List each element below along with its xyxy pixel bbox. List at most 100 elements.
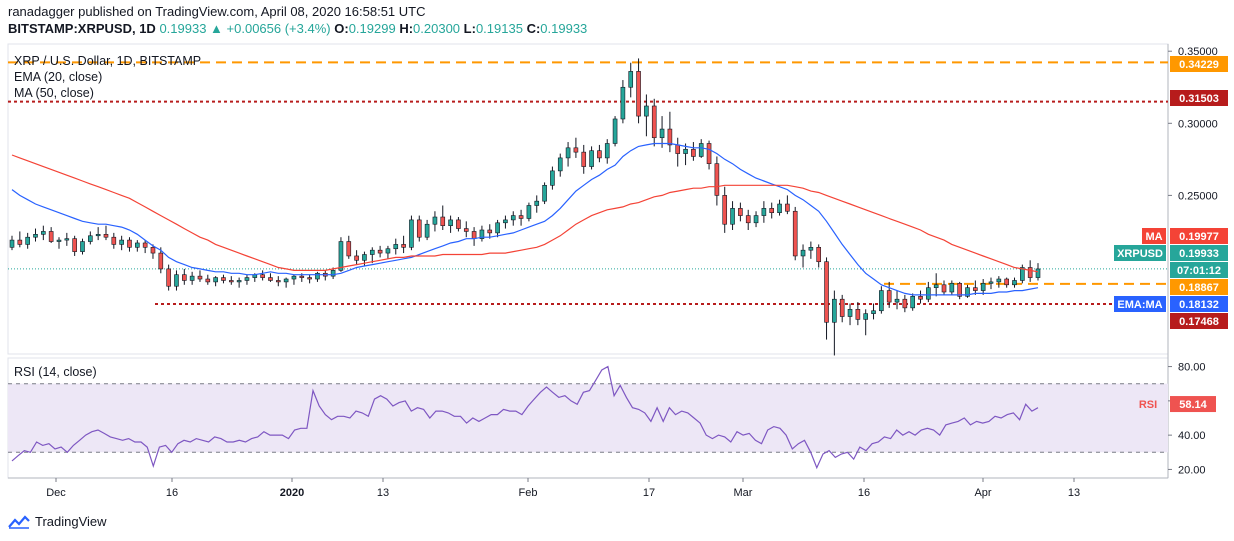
candle-body [683, 148, 688, 154]
candle [918, 290, 923, 304]
candle [471, 227, 477, 246]
candle-body [698, 143, 704, 157]
candle-body [463, 228, 469, 232]
candle-body [150, 247, 156, 254]
time-tick-label: Dec [46, 487, 66, 499]
candle [542, 182, 547, 205]
candle-body [197, 275, 203, 280]
candle-body [855, 309, 861, 320]
candle [816, 244, 822, 268]
candle-body [291, 275, 297, 280]
candle-body [534, 200, 540, 206]
candle-body [620, 86, 626, 120]
chart-title: XRP / U.S. Dollar, 1D, BITSTAMP [14, 54, 202, 68]
candle-body [894, 298, 900, 303]
candle-body [957, 283, 962, 297]
candle-body [503, 219, 508, 224]
candle-body [228, 280, 234, 283]
candle [503, 215, 508, 229]
candle [926, 281, 931, 303]
candle [150, 244, 156, 259]
candle-body [777, 203, 782, 213]
candle-body [839, 298, 845, 317]
candle [291, 274, 297, 285]
series-name-box [1142, 228, 1166, 244]
candle-body [926, 287, 931, 300]
candle-body [1027, 267, 1033, 278]
candle-body [761, 208, 767, 216]
candle [1004, 277, 1009, 288]
candle-body [393, 244, 399, 250]
price-tick-label: 0.30000 [1178, 118, 1218, 130]
candle [730, 201, 735, 230]
candle [589, 146, 594, 170]
candle [88, 231, 93, 245]
rsi-value-box [1170, 396, 1216, 413]
candle-body [416, 219, 422, 238]
candle-body [56, 239, 62, 242]
time-tick-label: 2020 [280, 487, 304, 499]
candle-body [996, 278, 1002, 283]
candle-body [769, 208, 775, 213]
series-name-label: XRPUSD [1117, 248, 1163, 260]
open-label: O: [334, 21, 349, 36]
candle [142, 240, 148, 254]
candle [698, 139, 704, 158]
candle-body [80, 241, 85, 252]
candle-body [456, 219, 461, 229]
candle [346, 235, 352, 259]
candle [824, 257, 829, 340]
candle [322, 270, 328, 281]
candle [745, 209, 751, 230]
candle [135, 240, 140, 252]
candle-body [863, 313, 868, 320]
price-label: 0.19977 [1179, 231, 1219, 243]
candle-body [330, 270, 336, 277]
price-label: 0.17468 [1179, 316, 1219, 328]
candle [41, 225, 46, 241]
candle [847, 303, 853, 326]
candle [9, 235, 15, 251]
time-tick-label: Mar [734, 487, 753, 499]
candle-body [182, 274, 187, 281]
rsi-tick-label: 80.00 [1178, 362, 1206, 374]
candle [910, 293, 915, 311]
candle-body [135, 242, 140, 248]
time-tick-label: 13 [1068, 487, 1080, 499]
candle [785, 195, 790, 215]
candle [369, 247, 375, 264]
footer-brand[interactable]: TradingView [8, 514, 107, 529]
candle [557, 153, 563, 177]
tradingview-logo-icon [8, 514, 30, 529]
candle-body [573, 147, 579, 153]
candle-body [268, 277, 273, 281]
candle [25, 232, 30, 249]
candle [409, 215, 414, 251]
candle [832, 290, 837, 356]
candle [48, 227, 54, 243]
time-tick-label: Feb [519, 487, 538, 499]
candle-body [25, 236, 30, 245]
candle-body [785, 203, 790, 212]
candle [839, 294, 845, 323]
candle-body [965, 287, 970, 297]
candle-body [675, 144, 681, 154]
candle-body [64, 238, 70, 241]
candle [456, 217, 461, 232]
candle-body [213, 277, 218, 283]
candle-body [518, 215, 524, 219]
candle-body [738, 208, 743, 216]
candle [714, 156, 720, 206]
candle-body [283, 278, 289, 283]
candle [354, 250, 359, 265]
candle [659, 116, 665, 148]
candle-body [432, 216, 438, 225]
candle-body [886, 290, 892, 303]
price-label: 0.31503 [1179, 93, 1219, 105]
price-label-box [1170, 245, 1228, 261]
high-label: H: [399, 21, 414, 36]
price-label: 0.19933 [1179, 248, 1219, 260]
candle [158, 247, 164, 274]
candle-body [847, 309, 853, 317]
